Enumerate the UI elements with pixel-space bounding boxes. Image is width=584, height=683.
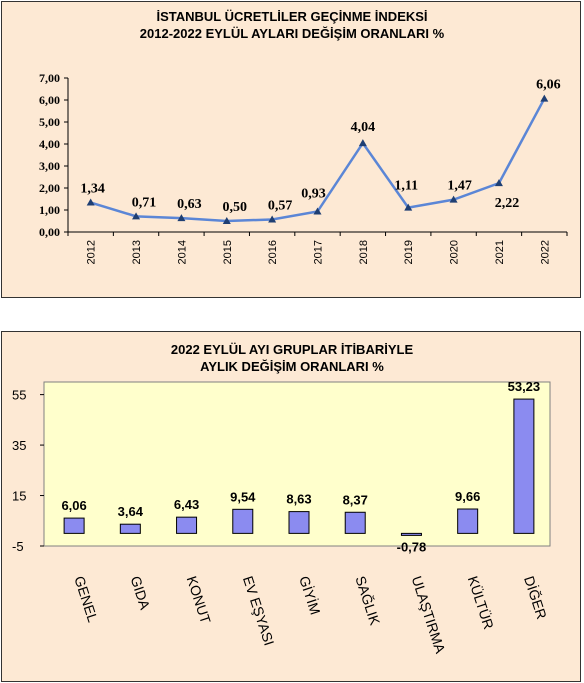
y-tick-label: 0,00 bbox=[39, 225, 60, 239]
category-label: KONUT bbox=[184, 574, 214, 626]
data-label: 0,50 bbox=[223, 200, 248, 215]
line-chart: İSTANBUL ÜCRETLİLER GEÇİNME İNDEKSİ 2012-… bbox=[39, 9, 568, 264]
category-label: GENEL bbox=[71, 574, 101, 624]
x-tick-label: 2013 bbox=[131, 240, 143, 264]
data-label: 3,64 bbox=[118, 504, 144, 519]
data-label: 0,71 bbox=[132, 195, 157, 210]
x-tick-label: 2019 bbox=[403, 240, 415, 264]
category-label: GİYİM bbox=[296, 574, 324, 617]
category-label: SAĞLIK bbox=[352, 574, 383, 628]
data-label: 4,04 bbox=[351, 120, 376, 135]
data-point bbox=[268, 215, 277, 223]
y-tick-label: -5 bbox=[12, 539, 24, 554]
category-label: EV EŞYASI bbox=[240, 574, 277, 648]
chart-title: İSTANBUL ÜCRETLİLER GEÇİNME İNDEKSİ bbox=[156, 9, 427, 24]
x-tick-label: 2016 bbox=[267, 240, 279, 264]
x-tick-label: 2020 bbox=[449, 240, 461, 264]
data-point bbox=[494, 179, 503, 187]
chart-subtitle: 2012-2022 EYLÜL AYLARI DEĞİŞİM ORANLARI … bbox=[140, 26, 445, 41]
y-tick-label: 4,00 bbox=[39, 137, 60, 151]
y-tick-label: 35 bbox=[12, 438, 26, 453]
bar bbox=[63, 517, 85, 534]
chart-subtitle: AYLIK DEĞİŞİM ORANLARI % bbox=[200, 359, 384, 374]
data-point bbox=[177, 214, 186, 222]
data-label: 9,66 bbox=[455, 489, 480, 504]
data-label: 9,54 bbox=[230, 489, 256, 504]
category-label: ULAŞTIRMA bbox=[409, 574, 449, 656]
data-point bbox=[449, 195, 458, 203]
data-point bbox=[132, 212, 141, 220]
category-label: GIDA bbox=[127, 574, 153, 612]
data-label: 1,34 bbox=[80, 182, 105, 197]
x-tick-label: 2014 bbox=[176, 240, 188, 264]
data-label: 2,22 bbox=[495, 196, 520, 211]
bar-chart: 2022 EYLÜL AYI GRUPLAR İTİBARİYLE AYLIK D… bbox=[12, 342, 551, 656]
category-label: DİĞER bbox=[521, 574, 551, 621]
data-label: 0,63 bbox=[177, 197, 202, 212]
x-tick-label: 2022 bbox=[539, 240, 551, 264]
data-label: 0,57 bbox=[268, 198, 293, 213]
y-tick-label: 3,00 bbox=[39, 159, 60, 173]
x-tick-label: 2021 bbox=[494, 240, 506, 264]
bar-chart-panel: 2022 EYLÜL AYI GRUPLAR İTİBARİYLE AYLIK D… bbox=[1, 331, 581, 682]
x-tick-label: 2017 bbox=[313, 240, 325, 264]
data-label: 1,11 bbox=[394, 179, 418, 194]
data-label: -0,78 bbox=[397, 539, 427, 554]
x-tick-label: 2015 bbox=[222, 240, 234, 264]
bar bbox=[400, 532, 422, 536]
data-label: 8,63 bbox=[286, 492, 311, 507]
bar bbox=[232, 508, 254, 534]
bar bbox=[457, 508, 479, 534]
y-tick-label: 15 bbox=[12, 489, 26, 504]
data-label: 1,47 bbox=[447, 179, 472, 194]
data-label: 8,37 bbox=[343, 492, 368, 507]
bar bbox=[513, 398, 535, 534]
x-tick-label: 2012 bbox=[86, 240, 98, 264]
series-line bbox=[90, 98, 546, 223]
data-point bbox=[404, 203, 413, 211]
y-tick-label: 5,00 bbox=[39, 115, 60, 129]
data-point bbox=[540, 94, 549, 102]
y-tick-label: 55 bbox=[12, 388, 26, 403]
data-label: 6,06 bbox=[536, 78, 561, 93]
data-point bbox=[313, 207, 322, 215]
y-tick-label: 6,00 bbox=[39, 93, 60, 107]
data-point bbox=[86, 198, 95, 206]
data-label: 0,93 bbox=[301, 187, 326, 202]
data-point bbox=[358, 139, 367, 147]
data-point bbox=[222, 217, 231, 224]
bar bbox=[119, 523, 141, 534]
data-label: 53,23 bbox=[508, 379, 541, 394]
bar bbox=[344, 511, 366, 534]
data-label: 6,06 bbox=[61, 498, 86, 513]
y-tick-label: 7,00 bbox=[39, 71, 60, 85]
data-label: 6,43 bbox=[174, 497, 199, 512]
x-tick-label: 2018 bbox=[358, 240, 370, 264]
y-tick-label: 1,00 bbox=[39, 203, 60, 217]
category-label: KÜLTÜR bbox=[465, 574, 498, 632]
bar bbox=[288, 511, 310, 534]
y-tick-label: 2,00 bbox=[39, 181, 60, 195]
line-chart-panel: İSTANBUL ÜCRETLİLER GEÇİNME İNDEKSİ 2012-… bbox=[1, 1, 581, 298]
bar bbox=[176, 516, 198, 534]
chart-title: 2022 EYLÜL AYI GRUPLAR İTİBARİYLE bbox=[171, 342, 414, 357]
